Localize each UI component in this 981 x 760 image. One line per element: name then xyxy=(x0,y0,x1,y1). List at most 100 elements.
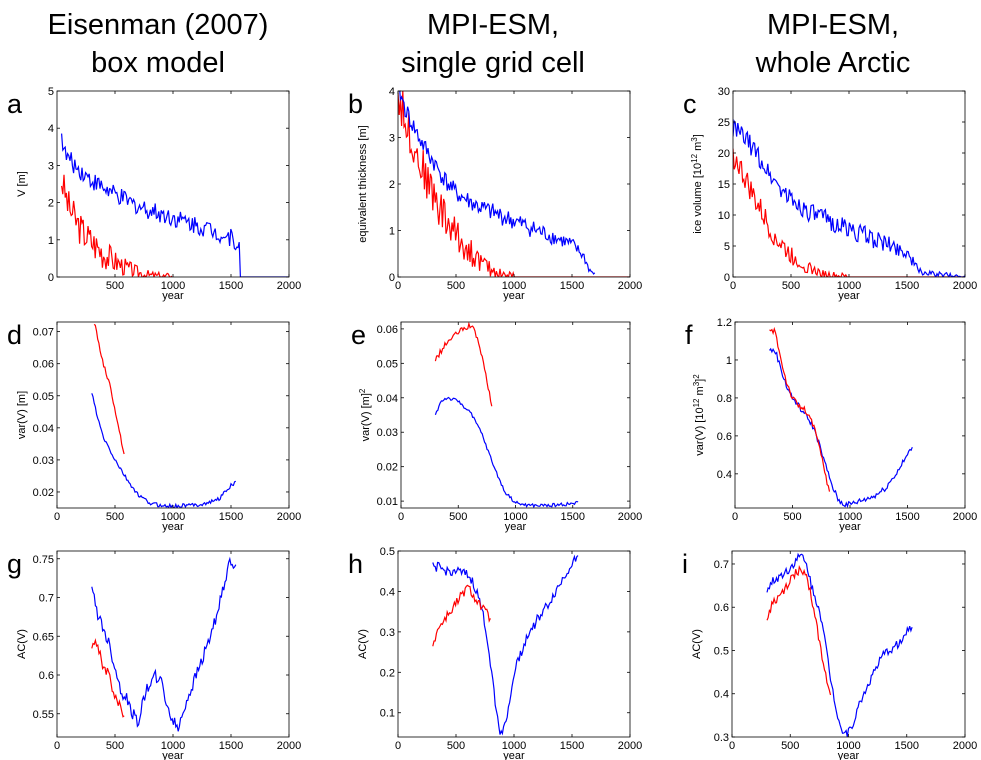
y-tick-label: 0.05 xyxy=(377,358,398,370)
column-title-box-model: Eisenman (2007) box model xyxy=(8,6,308,82)
y-tick-label: 1 xyxy=(389,226,395,238)
x-tick-label: 0 xyxy=(729,740,735,752)
y-tick-label: 15 xyxy=(718,179,730,191)
series-red-line xyxy=(733,148,965,277)
x-tick-label: 2000 xyxy=(618,280,642,292)
x-tick-label: 0 xyxy=(54,740,60,752)
y-tick-label: 2 xyxy=(389,179,395,191)
series-red-line xyxy=(93,323,125,455)
x-tick-label: 1000 xyxy=(838,511,862,523)
y-tick-label: 0 xyxy=(48,272,54,284)
y-tick-label: 0.04 xyxy=(377,393,398,405)
panel-c: 0 500 1000 1500 2000 0 5 10 15 20 25 30 year ice volu… xyxy=(683,86,977,302)
panel-b: 0 500 1000 1500 2000 0 1 2 3 4 year equivalent thic… xyxy=(348,86,642,302)
panel-letter: b xyxy=(348,89,363,119)
column-title-line2: box model xyxy=(91,47,225,79)
series-red-line xyxy=(61,174,173,277)
y-tick-label: 0.5 xyxy=(714,645,729,657)
series-blue-line xyxy=(769,347,913,508)
x-tick-label: 2000 xyxy=(277,740,301,752)
series-blue-line xyxy=(91,393,237,508)
y-tick-label: 0.6 xyxy=(39,670,54,682)
panel-letter: a xyxy=(7,89,23,119)
x-tick-label: 1000 xyxy=(836,740,860,752)
series-red-line xyxy=(769,326,831,492)
x-tick-label: 1500 xyxy=(895,740,919,752)
axis-ylabel: var(V) [m]2 xyxy=(358,388,373,441)
y-tick-label: 0.4 xyxy=(714,689,729,701)
y-tick-label: 20 xyxy=(718,148,730,160)
y-tick-label: 30 xyxy=(718,86,730,98)
axis-xlabel: year xyxy=(505,521,527,533)
column-title-line1: MPI-ESM, xyxy=(426,9,560,41)
y-tick-label: 0.7 xyxy=(714,559,729,571)
x-tick-label: 0 xyxy=(395,740,401,752)
y-tick-label: 3 xyxy=(389,133,395,145)
y-tick-label: 0.5 xyxy=(380,546,395,558)
panel-letter: h xyxy=(348,549,363,579)
panel-a: 500 1000 1500 2000 0 1 2 3 4 5 year V [m] a xyxy=(7,86,301,302)
x-tick-label: 500 xyxy=(783,511,801,523)
x-tick-label: 1500 xyxy=(561,511,585,523)
y-tick-label: 10 xyxy=(718,210,730,222)
y-tick-label: 0.3 xyxy=(714,732,729,744)
y-tick-label: 0 xyxy=(389,272,395,284)
axis-xlabel: year xyxy=(162,521,184,533)
x-tick-label: 1500 xyxy=(895,511,919,523)
x-tick-label: 1500 xyxy=(219,511,243,523)
axis-ylabel: ice volume [1012 m3] xyxy=(690,134,705,234)
y-tick-label: 0.07 xyxy=(33,327,54,339)
panel-letter: d xyxy=(7,320,22,350)
x-tick-label: 500 xyxy=(781,740,799,752)
axis-xlabel: year xyxy=(503,290,525,302)
series-blue-line xyxy=(399,91,596,275)
series-blue-line xyxy=(434,396,579,508)
panel-letter: g xyxy=(7,549,22,579)
x-tick-label: 2000 xyxy=(618,511,642,523)
panel-letter: i xyxy=(682,549,688,579)
x-tick-label: 1500 xyxy=(560,740,584,752)
axis-ylabel: AC(V) xyxy=(357,629,369,659)
y-tick-label: 0.4 xyxy=(380,586,395,598)
x-tick-label: 1000 xyxy=(837,280,861,292)
plot-frame xyxy=(731,550,966,738)
panel-e: 0 500 1000 1500 2000 0.01 0.02 0.03 0.04 0.05 0.06… xyxy=(351,320,642,533)
axis-xlabel: year xyxy=(839,521,861,533)
panel-i: 0 500 1000 1500 2000 0.3 0.4 0.5 0.6 0.7 year AC(V)… xyxy=(682,549,977,760)
y-tick-label: 2 xyxy=(48,198,54,210)
y-tick-label: 4 xyxy=(48,123,54,135)
y-tick-label: 1 xyxy=(726,355,732,367)
panel-g: 0 500 1000 1500 2000 0.55 0.6 0.65 0.7 0.75 year AC… xyxy=(7,549,301,760)
y-tick-label: 0 xyxy=(724,272,730,284)
axis-ylabel: AC(V) xyxy=(691,629,703,659)
series-red-line xyxy=(434,322,493,407)
plot-frame xyxy=(56,550,290,738)
y-tick-label: 4 xyxy=(389,86,395,98)
x-tick-label: 1000 xyxy=(502,280,526,292)
panel-f: 0 500 1000 1500 2000 0.4 0.6 0.8 1 1.2 year var(V) … xyxy=(685,317,977,533)
y-tick-label: 0.02 xyxy=(33,487,54,499)
axis-ylabel: equivalent thickness [m] xyxy=(357,125,369,242)
y-tick-label: 0.03 xyxy=(33,455,54,467)
x-tick-label: 500 xyxy=(782,280,800,292)
series-blue-line xyxy=(91,556,237,732)
x-tick-label: 500 xyxy=(106,740,124,752)
series-blue-line xyxy=(733,119,965,277)
plot-frame xyxy=(397,90,631,278)
column-title-line1: MPI-ESM, xyxy=(766,9,900,41)
x-tick-label: 500 xyxy=(106,511,124,523)
plot-frame xyxy=(56,321,290,509)
x-tick-label: 2000 xyxy=(953,511,977,523)
y-tick-label: 3 xyxy=(48,160,54,172)
x-tick-label: 1000 xyxy=(161,511,185,523)
axis-ylabel: V [m] xyxy=(16,171,28,197)
series-red-line xyxy=(432,584,491,647)
x-tick-label: 1500 xyxy=(895,280,919,292)
x-tick-label: 2000 xyxy=(953,280,977,292)
y-tick-label: 0.06 xyxy=(377,324,398,336)
y-tick-label: 0.02 xyxy=(377,462,398,474)
x-tick-label: 500 xyxy=(447,740,465,752)
x-tick-label: 500 xyxy=(449,511,467,523)
series-red-line xyxy=(91,638,125,718)
x-tick-label: 1000 xyxy=(161,740,185,752)
